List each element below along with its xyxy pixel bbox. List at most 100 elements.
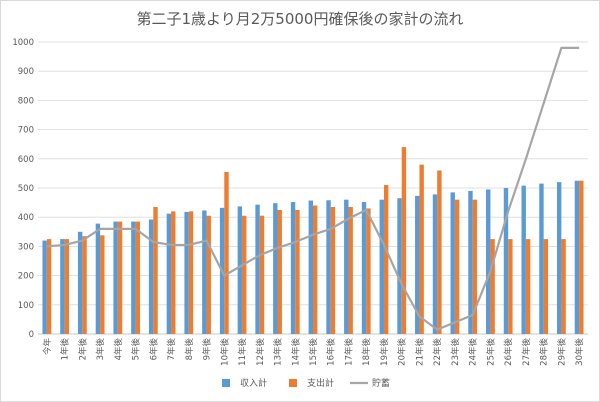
- bar-expense-15: [313, 205, 318, 334]
- x-tick-label: 27年後: [521, 338, 532, 366]
- bar-income-9: [202, 210, 207, 334]
- bar-income-25: [486, 189, 491, 334]
- bar-expense-4: [117, 221, 123, 334]
- bar-income-23: [450, 192, 455, 334]
- legend-swatch-expense: [289, 379, 297, 387]
- x-tick-label: 17年後: [343, 338, 354, 366]
- bar-income-2: [77, 231, 83, 334]
- y-tick-label: 700: [18, 126, 34, 136]
- bar-expense-16: [330, 206, 336, 334]
- bar-income-30: [574, 180, 580, 334]
- x-tick-label: 3年後: [95, 338, 106, 361]
- x-tick-label: 8年後: [184, 338, 195, 361]
- bar-income-16: [326, 200, 331, 334]
- x-tick-label: 23年後: [450, 338, 461, 366]
- bar-income-11: [237, 206, 243, 334]
- bar-expense-26: [508, 239, 513, 334]
- legend-swatch-income: [222, 379, 230, 387]
- bar-income-28: [539, 183, 544, 334]
- bar-expense-7: [171, 211, 176, 334]
- bar-income-13: [273, 203, 278, 334]
- legend-label: 貯蓄: [372, 377, 390, 389]
- x-tick-label: 29年後: [556, 338, 567, 366]
- bar-income-18: [361, 202, 367, 334]
- bar-expense-1: [64, 239, 70, 334]
- bar-income-12: [255, 204, 260, 334]
- bar-expense-27: [525, 239, 531, 334]
- bar-expense-29: [561, 239, 566, 334]
- y-tick-label: 1000: [12, 38, 34, 48]
- x-tick-label: 14年後: [290, 338, 301, 366]
- x-tick-label: 18年後: [361, 338, 372, 366]
- x-tick-label: 10年後: [219, 338, 230, 366]
- x-tick-label: 16年後: [326, 338, 337, 366]
- bar-expense-22: [437, 170, 442, 334]
- x-tick-label: 2年後: [77, 338, 88, 361]
- x-tick-label: 12年後: [255, 338, 266, 366]
- savings-line: [46, 46, 580, 331]
- y-tick-label: 200: [18, 272, 34, 282]
- chart-title: 第二子1歳より月2万5000円確保後の家計の流れ: [136, 10, 464, 28]
- bar-income-15: [308, 200, 313, 334]
- x-tick-label: 30年後: [574, 338, 585, 366]
- legend: 収入計 支出計 貯蓄: [222, 377, 390, 389]
- bar-income-14: [290, 202, 296, 334]
- x-tick-label: 7年後: [166, 338, 177, 361]
- x-tick-label: 28年後: [539, 338, 550, 366]
- bar-expense-28: [543, 239, 549, 334]
- x-tick-label: 今年: [42, 338, 53, 356]
- bar-income-5: [131, 221, 136, 334]
- bar-expense-23: [454, 199, 460, 334]
- y-tick-label: 400: [18, 213, 34, 223]
- bar-income-3: [95, 223, 101, 334]
- x-tick-label: 24年後: [468, 338, 479, 366]
- bar-income-4: [113, 221, 118, 334]
- bar-expense-12: [259, 215, 265, 334]
- bar-expense-30: [579, 180, 584, 334]
- bar-expense-20: [401, 147, 407, 334]
- bar-expense-21: [419, 164, 424, 334]
- y-tick-label: 900: [18, 67, 34, 77]
- bar-expense-17: [348, 206, 353, 334]
- y-tick-label: 300: [18, 242, 34, 252]
- bar-expense-3: [100, 235, 105, 334]
- x-tick-label: 19年後: [379, 338, 390, 366]
- bar-income-29: [556, 182, 562, 334]
- x-tick-label: 25年後: [485, 338, 496, 366]
- x-tick-label: 13年後: [273, 338, 284, 366]
- bar-expense-19: [383, 185, 389, 334]
- x-tick-label: 26年後: [503, 338, 514, 366]
- legend-label: 支出計: [307, 377, 334, 389]
- bar-income-24: [468, 190, 473, 334]
- y-tick-label: 0: [29, 330, 34, 340]
- bar-expense-13: [277, 209, 282, 334]
- y-axis-tick-labels: 0 100 200 300 400 500 600 700 800 900 1000: [12, 38, 34, 340]
- bar-expense-9: [206, 215, 211, 334]
- bar-expense-24: [472, 199, 478, 334]
- x-tick-label: 22年後: [432, 338, 443, 366]
- bar-expense-5: [135, 221, 140, 334]
- bar-income-17: [344, 199, 349, 334]
- x-tick-label: 21年後: [414, 338, 425, 366]
- bar-expense-8: [188, 211, 194, 334]
- bar-income-20: [397, 198, 402, 334]
- x-tick-label: 11年後: [237, 338, 248, 366]
- y-tick-label: 500: [18, 184, 34, 194]
- bar-income-22: [432, 194, 438, 334]
- x-tick-label: 4年後: [113, 338, 124, 361]
- bar-expense-6: [153, 206, 158, 334]
- bar-expense-10: [224, 171, 229, 334]
- bar-income-6: [148, 219, 154, 334]
- bar-income-0: [42, 240, 47, 334]
- bar-income-26: [503, 188, 509, 334]
- bar-income-1: [60, 239, 65, 334]
- bar-income-8: [184, 211, 189, 334]
- bar-marks: [42, 147, 584, 334]
- x-tick-label: 20年後: [397, 338, 408, 366]
- legend-label: 収入計: [240, 377, 267, 389]
- line-savings: [46, 46, 580, 331]
- bar-income-27: [521, 185, 526, 334]
- x-tick-label: 9年後: [202, 338, 213, 361]
